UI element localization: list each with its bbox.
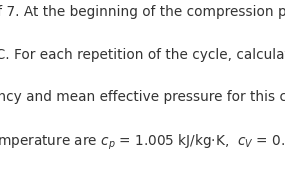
Text: °C. For each repetition of the cycle, calculate the: °C. For each repetition of the cycle, ca… [0, 48, 285, 62]
Text: ency and mean effective pressure for this cycle. U: ency and mean effective pressure for thi… [0, 90, 285, 104]
Text: emperature are $c_p$ = 1.005 kJ/kg·K,  $c_V$ = 0.718 kJ/k: emperature are $c_p$ = 1.005 kJ/kg·K, $c… [0, 132, 285, 152]
Text: of 7. At the beginning of the compression process,: of 7. At the beginning of the compressio… [0, 5, 285, 19]
